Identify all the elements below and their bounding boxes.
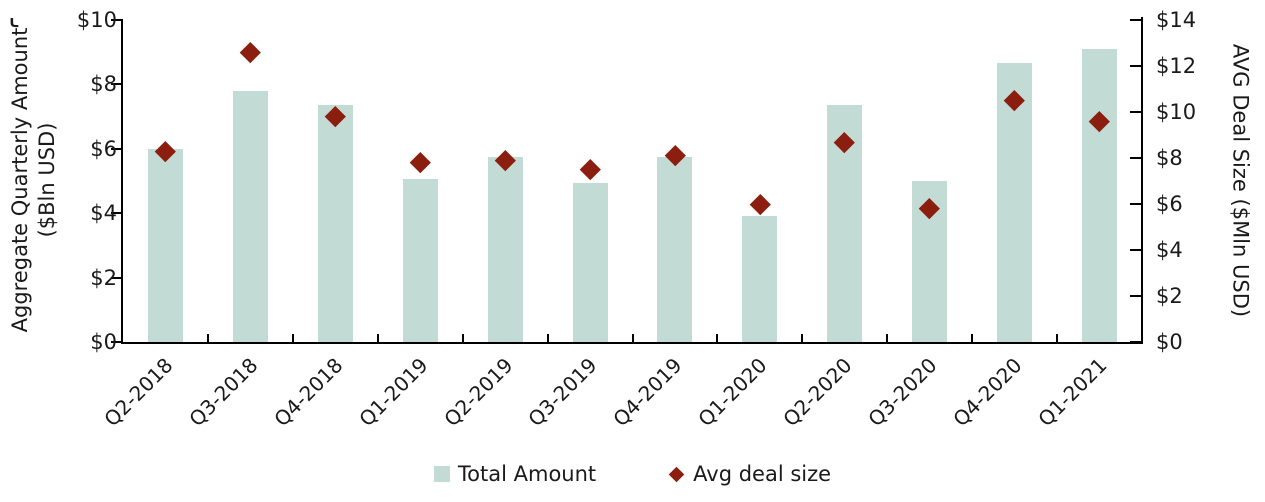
left-axis-tick [111, 212, 121, 215]
right-axis-tick [1130, 203, 1141, 205]
right-axis-title-text: AVG Deal Size ($Mln USD) [1228, 43, 1253, 318]
x-axis-line [121, 342, 1143, 344]
total-amount-bar-Q1-2020 [742, 216, 778, 342]
x-axis-label-Q3-2020: Q3-2020 [863, 353, 942, 432]
left-axis-tick-label: $4 [90, 201, 117, 226]
left-axis-line [121, 19, 123, 344]
legend-label-total-amount: Total Amount [457, 462, 597, 486]
right-axis-tick [1130, 295, 1141, 297]
x-axis-tick [291, 334, 294, 342]
right-axis-tick [1130, 249, 1141, 251]
avg-deal-size-marker-Q3-2018 [240, 41, 261, 63]
avg-deal-size-swatch-icon [668, 466, 685, 482]
right-axis-tick-label: $14 [1156, 8, 1197, 32]
total-amount-bar-Q2-2018 [147, 148, 183, 342]
x-axis-tick [1056, 334, 1059, 342]
x-axis-tick [376, 334, 379, 342]
x-axis-label-Q3-2019: Q3-2019 [523, 353, 603, 432]
x-axis-tick [461, 334, 464, 342]
left-axis-tick [111, 19, 121, 21]
legend-item-total-amount[interactable]: Total Amount [433, 462, 597, 486]
x-axis-label-Q3-2018: Q3-2018 [184, 353, 263, 432]
x-axis-label-Q4-2020: Q4-2020 [948, 353, 1027, 432]
x-axis-tick [971, 334, 974, 342]
x-axis-label-Q2-2019: Q2-2019 [438, 353, 518, 432]
x-axis-tick [716, 334, 719, 342]
legend: Total Amount Avg deal size [0, 462, 1265, 486]
x-axis-tick [631, 334, 634, 342]
left-axis-tick [111, 276, 121, 279]
x-axis-label-Q4-2018: Q4-2018 [269, 353, 348, 432]
x-axis-label-Q1-2019: Q1-2019 [353, 353, 433, 432]
total-amount-bar-Q4-2018 [317, 105, 353, 342]
left-axis-tick-label: $2 [90, 265, 117, 290]
x-axis-tick [546, 334, 549, 342]
x-axis-tick [886, 334, 889, 342]
right-axis-tick-label: $12 [1156, 54, 1197, 78]
total-amount-bar-Q2-2019 [487, 156, 523, 342]
right-axis-tick-label: $0 [1156, 330, 1183, 354]
x-axis-label-Q1-2021: Q1-2021 [1033, 353, 1112, 432]
right-axis-tick-label: $10 [1156, 100, 1197, 124]
total-amount-bar-Q4-2019 [657, 156, 693, 342]
x-axis-tick [206, 334, 209, 342]
x-axis-label-Q1-2020: Q1-2020 [693, 353, 772, 432]
right-axis-tick [1130, 65, 1141, 67]
right-axis-tick-label: $6 [1156, 192, 1183, 216]
avg-deal-size-marker-Q3-2019 [579, 159, 601, 180]
legend-label-avg-deal-size: Avg deal size [693, 462, 832, 486]
cropped-text-artifact: t [6, 18, 30, 35]
total-amount-bar-Q1-2021 [1082, 48, 1118, 342]
left-axis-tick-label: $6 [90, 136, 117, 161]
total-amount-bar-Q3-2019 [572, 182, 608, 342]
left-axis-tick [111, 83, 121, 86]
avg-deal-size-marker-Q1-2019 [409, 152, 431, 173]
right-axis-tick [1130, 111, 1141, 113]
right-axis-tick-label: $8 [1156, 146, 1183, 170]
right-axis-tick [1130, 157, 1141, 159]
right-axis-tick [1130, 19, 1141, 21]
left-axis-tick-label: $10 [76, 8, 117, 32]
total-amount-bar-Q1-2019 [402, 179, 438, 342]
right-axis-tick-label: $2 [1156, 284, 1183, 308]
right-axis-tick-label: $4 [1156, 238, 1183, 262]
x-axis-tick [801, 334, 804, 342]
left-axis-tick [111, 341, 121, 343]
x-axis-label-Q2-2020: Q2-2020 [778, 353, 857, 432]
right-axis-line [1141, 17, 1143, 344]
avg-deal-size-marker-Q1-2020 [749, 193, 771, 215]
x-axis-label-Q2-2018: Q2-2018 [99, 353, 178, 432]
left-axis-tick [111, 147, 121, 150]
x-axis-label-Q4-2019: Q4-2019 [608, 353, 687, 432]
left-axis-tick-label: $8 [90, 72, 117, 97]
left-axis-tick-label: $0 [90, 330, 117, 354]
legend-item-avg-deal-size[interactable]: Avg deal size [668, 462, 831, 486]
total-amount-swatch-icon [433, 466, 450, 482]
total-amount-bar-Q3-2018 [232, 90, 268, 342]
right-axis-tick [1130, 341, 1141, 343]
